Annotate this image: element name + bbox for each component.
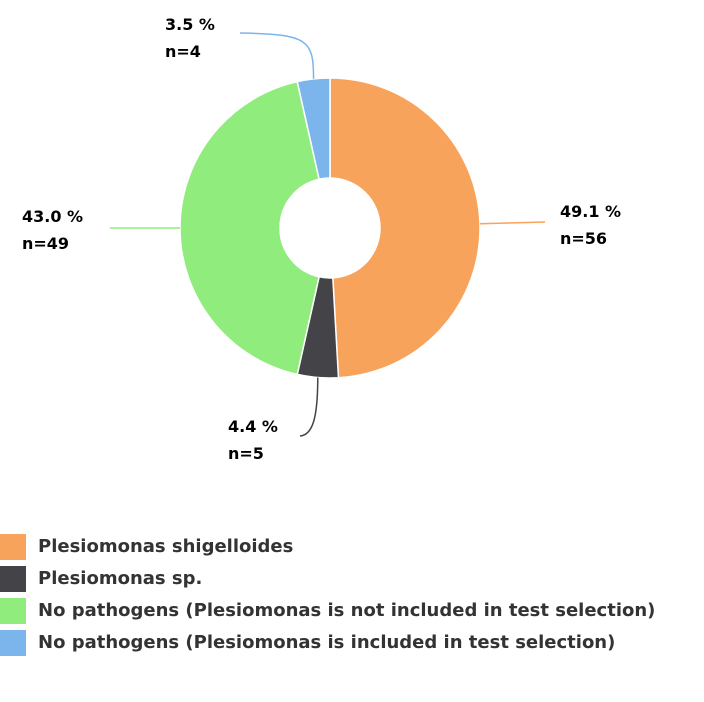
chart: 49.1 % n=56 4.4 % n=5 43.0 % n=49 3.5 % n=4: [22, 15, 621, 463]
data-label-n: n=5: [228, 444, 264, 463]
legend-label: No pathogens (Plesiomonas is not include…: [38, 600, 656, 621]
legend-label: Plesiomonas sp.: [38, 568, 203, 589]
leader-line: [299, 377, 319, 437]
legend-swatch: [0, 566, 26, 592]
legend-item[interactable]: No pathogens (Plesiomonas is not include…: [0, 598, 704, 624]
legend-item[interactable]: Plesiomonas shigelloides: [0, 534, 704, 560]
data-label: 3.5 %: [165, 15, 215, 34]
legend-item[interactable]: Plesiomonas sp.: [0, 566, 704, 592]
data-label-n: n=4: [165, 42, 201, 61]
donut-slice: [179, 80, 320, 376]
legend-label: No pathogens (Plesiomonas is included in…: [38, 632, 616, 653]
data-label: 43.0 %: [22, 207, 83, 226]
legend-label: Plesiomonas shigelloides: [38, 536, 294, 557]
data-label-n: n=49: [22, 234, 69, 253]
leader-line: [239, 32, 315, 79]
leader-line: [479, 221, 546, 225]
legend: Plesiomonas shigelloides Plesiomonas sp. N…: [0, 534, 704, 662]
legend-swatch: [0, 630, 26, 656]
legend-swatch: [0, 534, 26, 560]
data-label-n: n=56: [560, 229, 607, 248]
data-label: 49.1 %: [560, 202, 621, 221]
donut-slice: [296, 77, 331, 181]
data-label: 4.4 %: [228, 417, 278, 436]
legend-item[interactable]: No pathogens (Plesiomonas is included in…: [0, 630, 704, 656]
donut-slice: [329, 77, 481, 379]
legend-swatch: [0, 598, 26, 624]
